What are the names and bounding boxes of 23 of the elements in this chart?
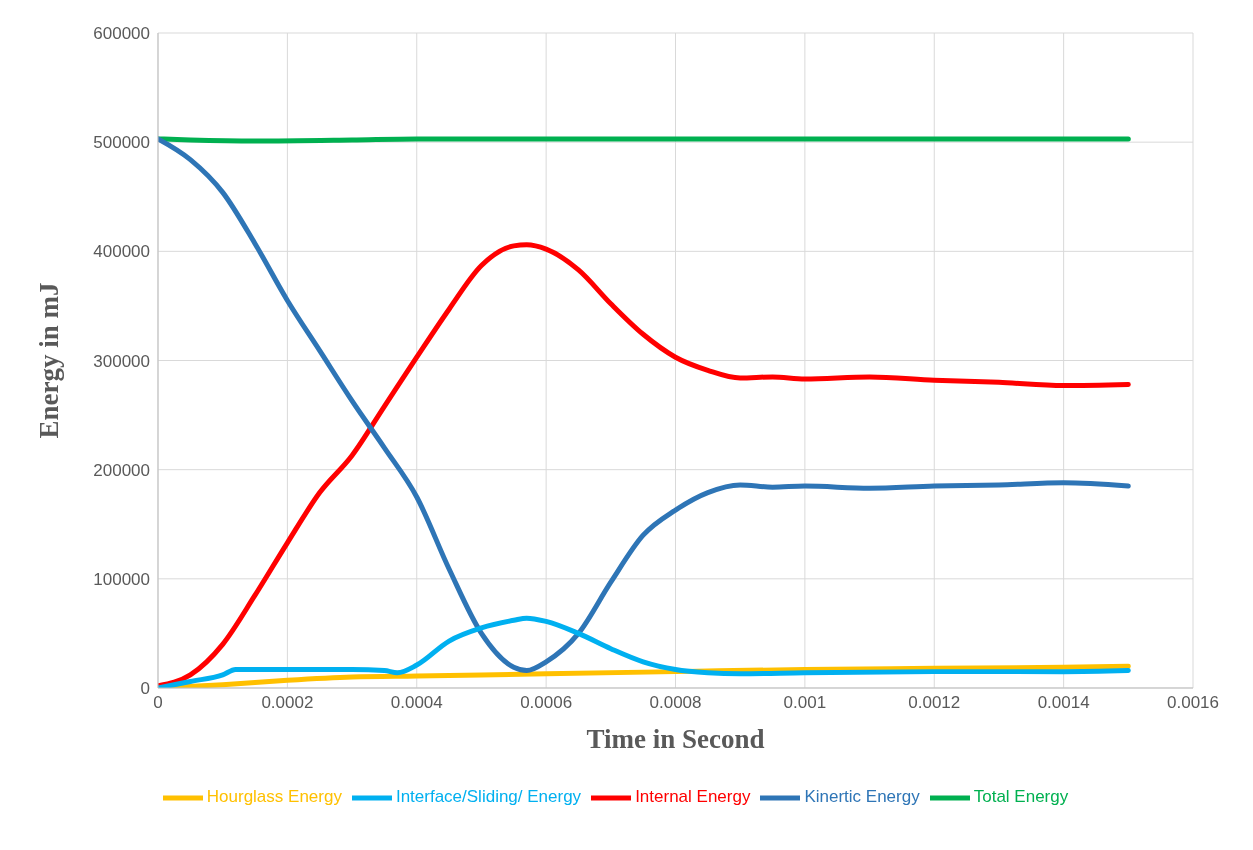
legend-label: Total Energy bbox=[973, 787, 1069, 807]
y-tick-label: 0 bbox=[140, 679, 150, 699]
y-tick-label: 500000 bbox=[93, 133, 150, 153]
legend-label: Internal Energy bbox=[635, 787, 751, 807]
x-tick-label: 0.0014 bbox=[1037, 693, 1090, 713]
y-axis-title: Energy in mJ bbox=[33, 282, 64, 439]
y-tick-label: 300000 bbox=[93, 351, 150, 371]
y-tick-label: 100000 bbox=[93, 569, 150, 589]
x-tick-label: 0.001 bbox=[783, 693, 827, 713]
x-tick-label: 0.0006 bbox=[520, 693, 573, 713]
y-tick-label: 200000 bbox=[93, 460, 150, 480]
legend-label: Kinertic Energy bbox=[804, 787, 920, 807]
x-tick-label: 0.0008 bbox=[649, 693, 702, 713]
legend-label: Hourglass Energy bbox=[206, 787, 342, 807]
x-axis-title: Time in Second bbox=[586, 724, 765, 754]
x-tick-label: 0.0004 bbox=[390, 693, 443, 713]
x-tick-label: 0.0016 bbox=[1167, 693, 1219, 713]
x-tick-label: 0 bbox=[153, 693, 163, 713]
y-tick-label: 400000 bbox=[93, 242, 150, 262]
y-tick-label: 600000 bbox=[93, 24, 150, 44]
legend-label: Interface/Sliding/ Energy bbox=[395, 787, 582, 807]
x-tick-label: 0.0002 bbox=[261, 693, 314, 713]
x-tick-label: 0.0012 bbox=[908, 693, 961, 713]
